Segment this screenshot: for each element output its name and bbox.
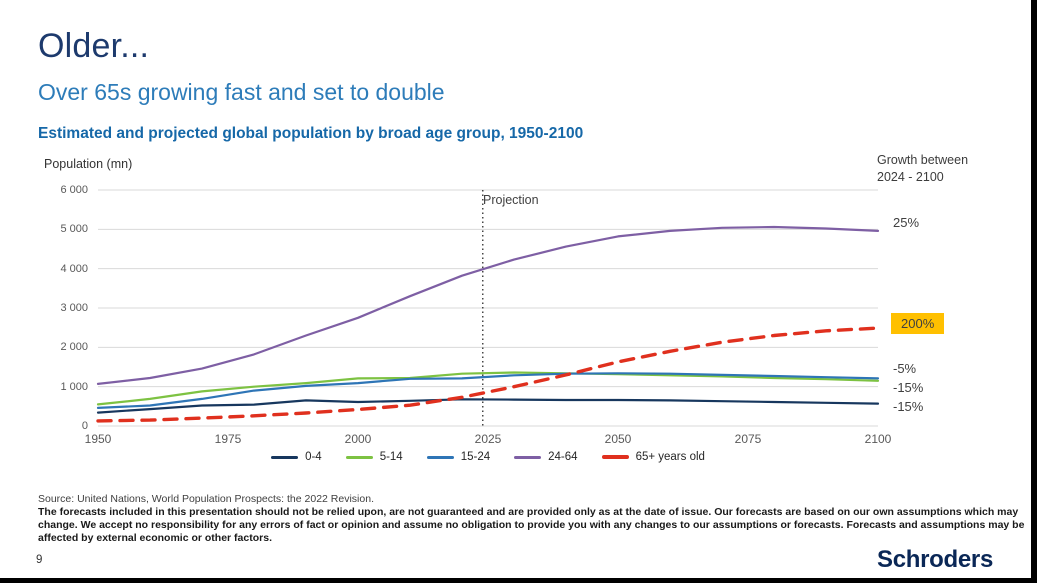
x-tick-label: 2100 xyxy=(864,432,892,446)
y-tick-label: 2 000 xyxy=(60,341,88,354)
screen-border-right xyxy=(1031,0,1037,583)
legend-swatch xyxy=(514,455,542,459)
legend-item-5-14: 5-14 xyxy=(345,451,403,463)
growth-value-15-24: -5% xyxy=(893,361,917,376)
screen-border-bottom xyxy=(0,578,1037,583)
legend-label: 5-14 xyxy=(379,451,403,463)
legend-swatch xyxy=(426,455,454,459)
y-axis-title: Population (mn) xyxy=(44,157,133,171)
x-tick-label: 2050 xyxy=(604,432,632,446)
page-number: 9 xyxy=(36,554,43,566)
legend-label: 0-4 xyxy=(305,451,322,463)
chart-title: Estimated and projected global populatio… xyxy=(38,125,584,142)
y-tick-label: 4 000 xyxy=(60,262,88,275)
disclaimer-text: The forecasts included in this presentat… xyxy=(38,506,1025,545)
legend-swatch xyxy=(345,455,373,459)
x-tick-label: 2025 xyxy=(474,432,502,446)
projection-label: Projection xyxy=(483,193,539,207)
legend-label: 24-64 xyxy=(548,451,578,463)
legend-item-24-64: 24-64 xyxy=(514,451,578,463)
y-tick-label: 5 000 xyxy=(60,223,88,236)
growth-value-24-64: 25% xyxy=(893,215,920,230)
legend-swatch xyxy=(601,455,629,459)
growth-panel-header: Growth between 2024 - 2100 xyxy=(877,153,969,184)
slide-headline: Older... xyxy=(38,27,150,65)
y-tick-label: 0 xyxy=(81,420,88,432)
y-tick-label: 6 000 xyxy=(60,184,88,196)
schroders-logo: Schroders xyxy=(876,546,993,573)
legend-item-0-4: 0-4 xyxy=(271,451,322,463)
legend-label: 15-24 xyxy=(460,451,491,463)
legend-swatch xyxy=(271,455,299,459)
source-text: Source: United Nations, World Population… xyxy=(38,493,374,505)
legend-item-15-24: 15-24 xyxy=(426,451,491,463)
legend-label: 65+ years old xyxy=(635,451,705,463)
slide-subheadline: Over 65s growing fast and set to double xyxy=(38,79,445,105)
y-tick-label: 1 000 xyxy=(60,380,88,393)
x-tick-label: 2000 xyxy=(344,432,372,446)
growth-value-0-4: -15% xyxy=(893,399,924,414)
chart-legend: 0-4 5-14 15-24 24-64 65+ years old xyxy=(98,451,878,463)
legend-item-65+-years-old: 65+ years old xyxy=(601,451,705,463)
growth-value-5-14: -15% xyxy=(893,380,924,395)
growth-value-65plus-highlighted: 200% xyxy=(891,313,945,334)
y-tick-label: 3 000 xyxy=(60,302,88,314)
x-tick-label: 2075 xyxy=(734,432,762,446)
x-tick-label: 1950 xyxy=(84,432,112,446)
x-tick-label: 1975 xyxy=(214,432,242,446)
